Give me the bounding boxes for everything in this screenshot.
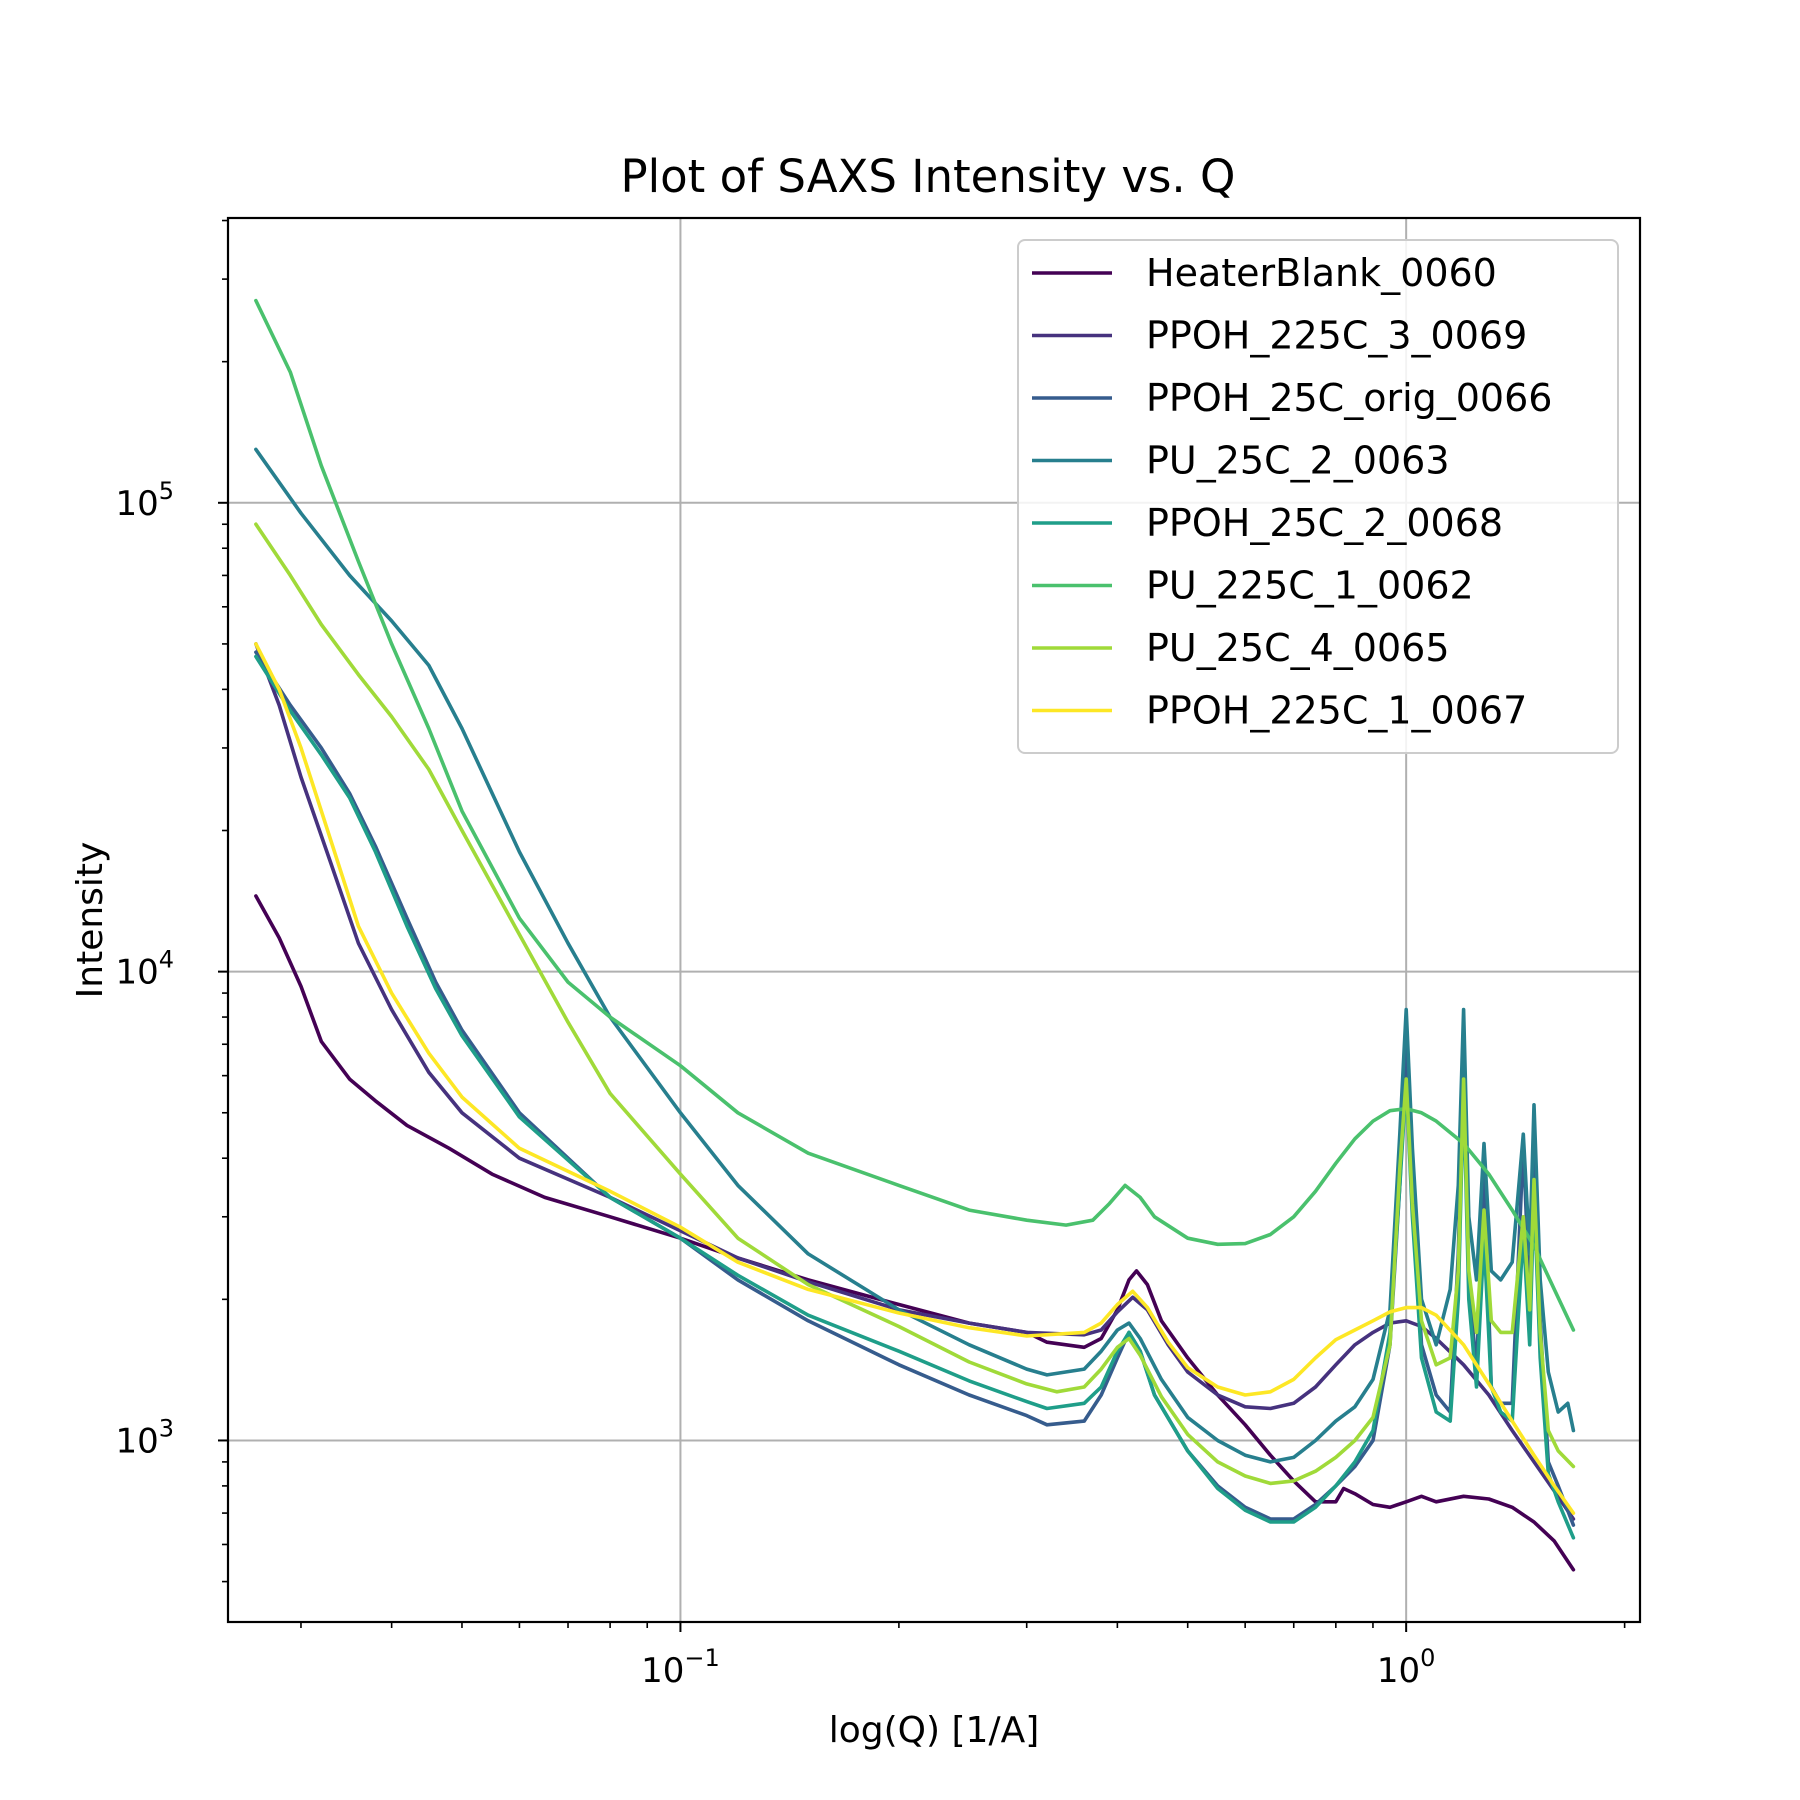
series-line-PU_25C_2_0063: [254, 447, 1576, 1464]
x-tick-layer: 10−1 100: [641, 1622, 1435, 1691]
x-tick-label: 100: [1377, 1644, 1436, 1691]
series-layer: [254, 298, 1576, 1572]
chart-title: Plot of SAXS Intensity vs. Q: [621, 150, 1236, 203]
legend-label: PPOH_225C_1_0067: [1146, 689, 1527, 733]
legend-label: PPOH_25C_orig_0066: [1146, 376, 1552, 420]
legend-label: PU_25C_2_0063: [1146, 439, 1450, 483]
y-tick-label: 103: [115, 1414, 174, 1461]
legend: HeaterBlank_0060 PPOH_225C_3_0069 PPOH_25C…: [1017, 239, 1619, 754]
y-axis-label: Intensity: [70, 842, 111, 999]
y-tick-label: 104: [115, 946, 174, 993]
legend-label: PPOH_225C_3_0069: [1146, 314, 1527, 358]
legend-label: PPOH_25C_2_0068: [1146, 501, 1503, 545]
y-tick-layer: 103 104 105: [115, 477, 228, 1461]
legend-label: PU_25C_4_0065: [1146, 626, 1450, 670]
x-tick-label: 10−1: [641, 1644, 720, 1691]
legend-label: HeaterBlank_0060: [1146, 251, 1497, 295]
series-line-PPOH_225C_1_0067: [254, 642, 1576, 1515]
plot-frame: [226, 216, 1642, 1624]
series-line-HeaterBlank_0060: [254, 894, 1576, 1572]
legend-label: PU_225C_1_0062: [1146, 564, 1474, 608]
y-tick-label: 105: [115, 477, 174, 524]
series-line-PU_225C_1_0062: [254, 298, 1576, 1332]
series-line-PU_25C_4_0065: [254, 522, 1576, 1486]
legend-box: [1017, 239, 1619, 754]
x-axis-label: log(Q) [1/A]: [829, 1710, 1040, 1751]
